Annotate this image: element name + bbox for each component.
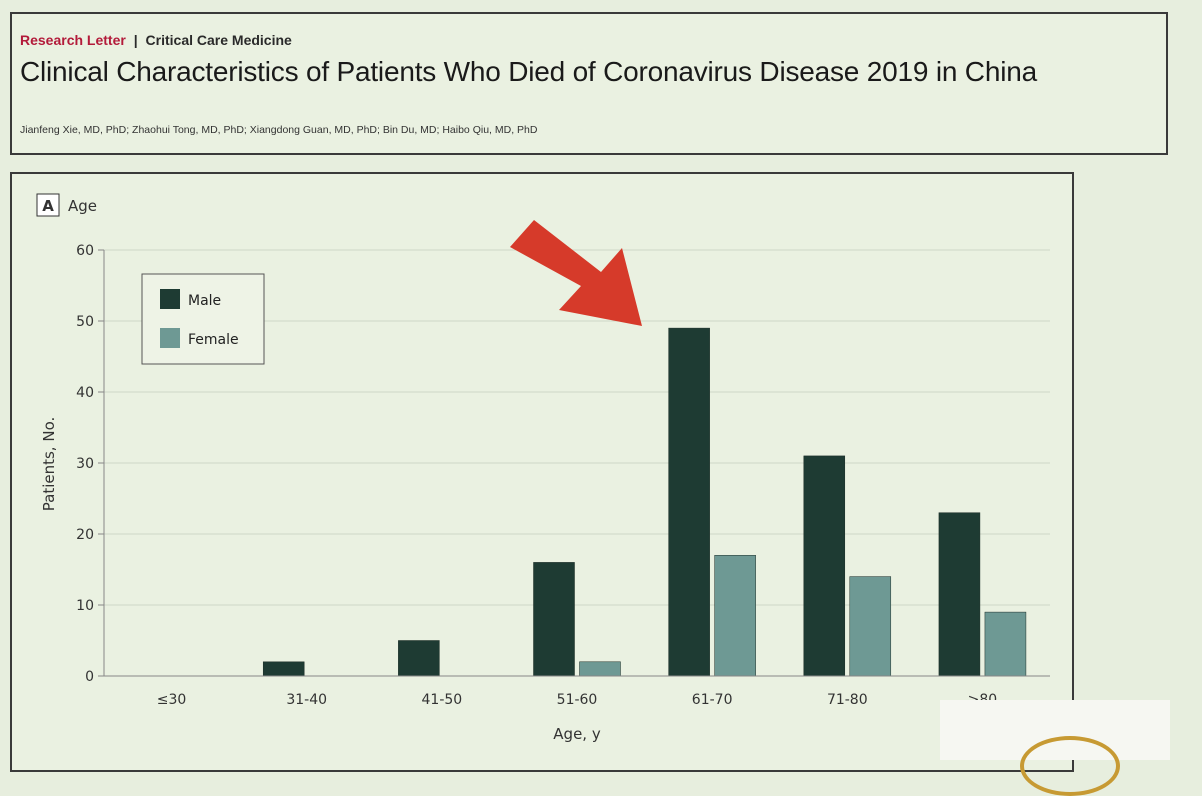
bar-chart: 0 10 20 30 40 50 60 ≤30 31-40 41-50 51-60 61-70 71-… bbox=[36, 193, 1050, 743]
bar-male-2 bbox=[398, 640, 440, 677]
legend-swatch-male bbox=[160, 289, 180, 309]
logo-seal bbox=[1020, 736, 1120, 796]
x-axis-label: Age, y bbox=[553, 725, 601, 743]
legend-swatch-female bbox=[160, 328, 180, 348]
article-authors: Jianfeng Xie, MD, PhD; Zhaohui Tong, MD,… bbox=[20, 124, 538, 136]
x-tick-label: ≤30 bbox=[157, 692, 187, 708]
x-tick-label: 41-50 bbox=[422, 692, 463, 708]
y-axis-label: Patients, No. bbox=[40, 417, 58, 511]
annotation-arrow bbox=[510, 220, 642, 326]
y-tick-label: 0 bbox=[85, 669, 94, 685]
legend-label-male: Male bbox=[188, 293, 221, 309]
bar-male-5 bbox=[803, 455, 846, 677]
bar-male-1 bbox=[262, 661, 305, 677]
y-tick-label: 10 bbox=[76, 598, 94, 614]
chart-panel: 0 10 20 30 40 50 60 ≤30 31-40 41-50 51-60 61-70 71-… bbox=[10, 172, 1074, 772]
article-kicker: Research Letter | Critical Care Medicine bbox=[20, 32, 292, 48]
bar-female-5 bbox=[849, 576, 892, 677]
y-tick-label: 20 bbox=[76, 527, 94, 543]
bar-male-4 bbox=[668, 327, 710, 677]
x-tick-label: 51-60 bbox=[557, 692, 598, 708]
article-title: Clinical Characteristics of Patients Who… bbox=[20, 56, 1037, 87]
legend: Male Female bbox=[141, 273, 265, 365]
bar-female-4 bbox=[714, 555, 756, 677]
bar-female-3 bbox=[579, 661, 621, 677]
kicker-tag: Research Letter bbox=[20, 32, 126, 48]
kicker-separator: | bbox=[133, 32, 138, 48]
article-header: Research Letter | Critical Care Medicine… bbox=[10, 12, 1168, 155]
panel-badge-label: A bbox=[42, 197, 54, 215]
legend-box bbox=[141, 273, 265, 365]
x-tick-label: 71-80 bbox=[827, 692, 868, 708]
y-tick-label: 30 bbox=[76, 456, 94, 472]
bar-male-6 bbox=[938, 512, 981, 677]
panel-badge bbox=[36, 193, 60, 217]
y-tick-label: 50 bbox=[76, 314, 94, 330]
legend-label-female: Female bbox=[188, 332, 239, 348]
y-axis-ticks: 0 10 20 30 40 50 60 bbox=[76, 243, 104, 685]
kicker-section: Critical Care Medicine bbox=[145, 32, 292, 48]
y-tick-label: 40 bbox=[76, 385, 94, 401]
x-tick-label: 61-70 bbox=[692, 692, 733, 708]
y-tick-label: 60 bbox=[76, 243, 94, 259]
chart-title: Age bbox=[68, 197, 97, 215]
bars bbox=[262, 327, 1027, 677]
bar-female-6 bbox=[984, 611, 1027, 677]
x-tick-label: 31-40 bbox=[286, 692, 327, 708]
red-arrow-icon bbox=[510, 220, 642, 326]
bar-male-3 bbox=[533, 562, 575, 677]
